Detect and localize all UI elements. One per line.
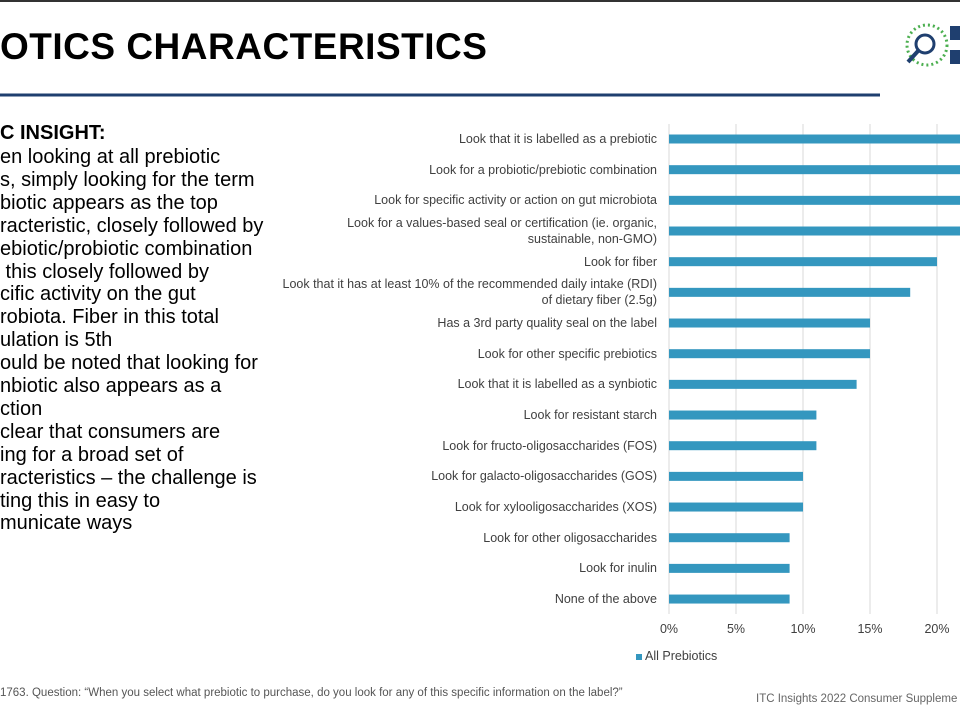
y-tick-label: None of the above bbox=[554, 592, 657, 607]
x-tick-label: 10% bbox=[790, 622, 816, 636]
bar bbox=[669, 410, 817, 420]
logo bbox=[905, 23, 960, 67]
insight-line: clear that consumers are bbox=[0, 420, 221, 443]
insight-line: ction bbox=[0, 397, 43, 420]
bar bbox=[669, 226, 960, 236]
insight-line: en looking at all prebiotic bbox=[0, 146, 221, 168]
y-tick-label: Look for a values-based seal or certific… bbox=[347, 216, 657, 246]
insight-line: ing for a broad set of bbox=[0, 443, 184, 466]
insight-line: racteristics – the challenge is bbox=[0, 466, 257, 489]
bar bbox=[669, 533, 790, 543]
legend-label: All Prebiotics bbox=[645, 649, 718, 663]
y-tick-label: Look for fiber bbox=[584, 254, 657, 269]
insight-line: ting this in easy to bbox=[0, 489, 161, 512]
x-tick-label: 15% bbox=[857, 622, 883, 636]
insight-line: ould be noted that looking for bbox=[0, 352, 258, 375]
bar bbox=[669, 195, 960, 205]
bar bbox=[669, 379, 857, 389]
bar bbox=[669, 349, 870, 359]
y-tick-label: Look for galacto-oligosaccharides (GOS) bbox=[431, 469, 657, 484]
bar bbox=[669, 318, 870, 328]
y-tick-label: Look for xylooligosaccharides (XOS) bbox=[454, 500, 657, 515]
y-tick-label: Look for inulin bbox=[579, 561, 657, 576]
x-tick-label: 0% bbox=[659, 622, 679, 636]
y-tick-label: Look for a probiotic/prebiotic combinati… bbox=[429, 162, 657, 177]
insight-line: nbiotic also appears as a bbox=[0, 375, 222, 397]
bar bbox=[669, 257, 937, 267]
insight-line: cific activity on the gut bbox=[0, 283, 196, 306]
x-tick-label: 5% bbox=[726, 622, 746, 636]
bar bbox=[669, 165, 960, 175]
bar bbox=[669, 287, 911, 297]
bar bbox=[669, 594, 790, 604]
footnote: 1763. Question: “When you select what pr… bbox=[0, 687, 623, 699]
y-tick-label: Look for fructo-oligosaccharides (FOS) bbox=[442, 438, 657, 453]
bar bbox=[669, 563, 790, 573]
y-tick-label: Look for resistant starch bbox=[523, 408, 657, 423]
y-tick-label: Look that it is labelled as a prebiotic bbox=[458, 132, 657, 146]
y-tick-label: Look that it is labelled as a synbiotic bbox=[457, 377, 657, 392]
bar bbox=[669, 471, 803, 481]
insight-line: s, simply looking for the term bbox=[0, 168, 255, 191]
x-tick-label: 20% bbox=[924, 622, 950, 636]
source: ITC Insights 2022 Consumer Suppleme bbox=[756, 693, 958, 705]
y-tick-label: Look for other oligosaccharides bbox=[483, 530, 657, 545]
bar bbox=[669, 134, 960, 144]
insight-line: biotic appears as the top bbox=[0, 191, 218, 214]
bar bbox=[669, 502, 803, 512]
insight-line: racteristic, closely followed by bbox=[0, 214, 264, 237]
y-tick-label: Look for other specific prebiotics bbox=[477, 346, 657, 361]
y-tick-label: Look for specific activity or action on … bbox=[374, 193, 657, 208]
bar bbox=[669, 441, 817, 451]
insight-line: this closely followed by bbox=[0, 260, 209, 283]
y-tick-label: Has a 3rd party quality seal on the labe… bbox=[437, 316, 657, 331]
legend-swatch bbox=[636, 654, 642, 660]
insight-line: robiota. Fiber in this total bbox=[0, 306, 219, 329]
y-tick-label: Look that it has at least 10% of the rec… bbox=[282, 277, 658, 308]
slide-title: OTICS CHARACTERISTICS bbox=[0, 26, 488, 67]
insight-line: ulation is 5th bbox=[0, 329, 113, 352]
insight-heading: C INSIGHT: bbox=[0, 122, 106, 144]
insight-line: ebiotic/probiotic combination bbox=[0, 237, 253, 260]
insight-line: municate ways bbox=[0, 512, 133, 535]
